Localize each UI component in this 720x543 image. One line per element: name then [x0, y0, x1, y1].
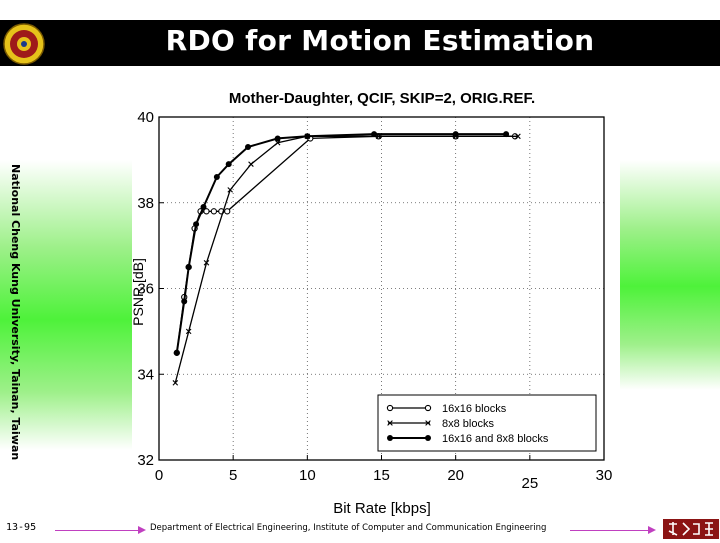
data-point-filled-circle [200, 204, 207, 211]
series-line [174, 135, 518, 383]
series-3 [173, 131, 510, 356]
series-line [175, 133, 507, 353]
side-university-text: National Cheng Kung University, Tainan, … [9, 164, 22, 461]
data-point-filled-circle [274, 135, 281, 142]
legend-entry: 16x16 and 8x8 blocks [387, 433, 549, 445]
data-point-open-circle [210, 208, 218, 215]
data-point-open-circle [424, 404, 432, 412]
data-point-filled-circle [304, 133, 311, 140]
data-point-filled-circle [503, 131, 510, 138]
data-point-x [425, 420, 431, 426]
green-accent-right [620, 160, 720, 390]
x-tick-label: 5 [229, 467, 237, 484]
x-tick-label: 10 [299, 467, 316, 484]
data-point-filled-circle [371, 131, 378, 138]
title-bar [0, 20, 720, 66]
x-tick-label: 30 [596, 467, 613, 484]
data-point-x [185, 328, 192, 335]
chart-title: Mother-Daughter, QCIF, SKIP=2, ORIG.REF. [229, 90, 535, 107]
page-number: 13-95 [6, 522, 37, 533]
y-tick-label: 40 [137, 109, 154, 126]
legend-label: 16x16 and 8x8 blocks [442, 433, 549, 445]
data-point-x [274, 139, 281, 146]
y-tick-label: 32 [137, 452, 154, 469]
data-point-filled-circle [425, 435, 431, 441]
data-point-x [172, 380, 179, 386]
footer-department: Department of Electrical Engineering, In… [150, 523, 547, 533]
x-tick-label: 0 [155, 467, 163, 484]
y-tick-label: 38 [137, 195, 154, 212]
data-point-x [248, 161, 254, 167]
data-point-filled-circle [181, 298, 188, 305]
data-point-filled-circle [185, 264, 192, 271]
university-seal-icon [3, 23, 45, 65]
x-tick-label: 25 [521, 475, 538, 492]
legend-label: 8x8 blocks [442, 418, 494, 430]
data-point-filled-circle [173, 349, 180, 356]
data-point-open-circle [203, 208, 210, 215]
university-logo-icon [663, 519, 719, 539]
data-point-x [387, 420, 393, 426]
data-point-filled-circle [387, 435, 393, 441]
data-point-x [515, 133, 521, 140]
footer-arrow-right [570, 530, 650, 531]
data-point-filled-circle [452, 131, 459, 138]
data-point-filled-circle [213, 174, 220, 181]
data-point-filled-circle [245, 144, 251, 151]
legend-entry: 16x16 blocks [386, 403, 507, 415]
slide-title: RDO for Motion Estimation [165, 24, 595, 57]
footer-arrow-left [55, 530, 140, 531]
green-accent-left [0, 160, 132, 450]
y-tick-label: 34 [137, 366, 154, 383]
legend-entry: 8x8 blocks [387, 418, 494, 430]
x-tick-label: 15 [373, 467, 390, 484]
psnr-chart: Mother-Daughter, QCIF, SKIP=2, ORIG.REF.… [132, 90, 613, 517]
legend-label: 16x16 blocks [442, 403, 507, 415]
chart-panel: Mother-Daughter, QCIF, SKIP=2, ORIG.REF.… [132, 75, 620, 533]
series-2 [172, 133, 521, 386]
y-axis-label: PSNR [dB] [132, 258, 146, 326]
data-point-x [227, 187, 233, 193]
x-axis-label: Bit Rate [kbps] [333, 500, 431, 517]
data-point-x [203, 259, 210, 266]
data-point-filled-circle [193, 221, 200, 228]
x-tick-label: 20 [447, 467, 464, 484]
data-point-filled-circle [225, 161, 232, 168]
footer-arrowhead-left [138, 526, 146, 534]
y-tick-label: 36 [137, 281, 154, 298]
series-line [176, 135, 515, 353]
data-point-open-circle [224, 208, 231, 215]
footer-arrowhead-right [648, 526, 656, 534]
data-point-open-circle [386, 404, 394, 412]
